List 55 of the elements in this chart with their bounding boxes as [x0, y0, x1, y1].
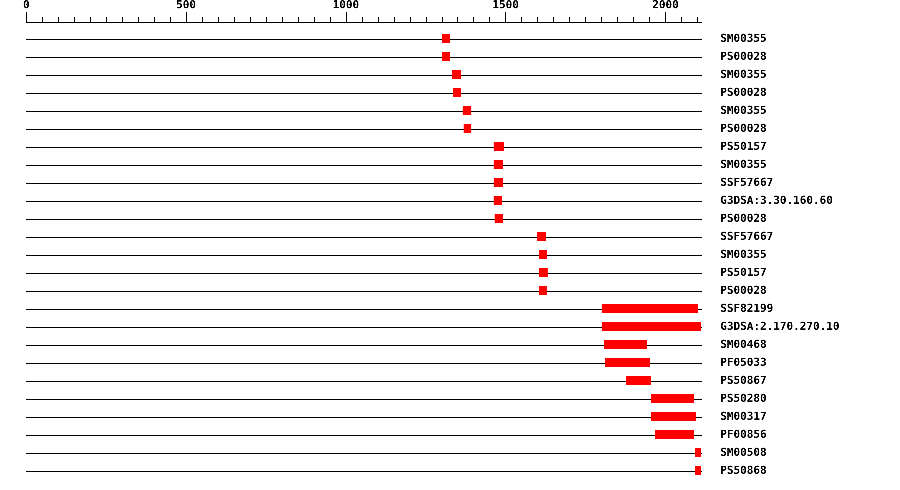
y-tick-label: G3DSA:2.170.270.10 — [720, 320, 840, 333]
bar — [494, 196, 502, 206]
bar — [651, 412, 696, 422]
y-tick-label: SM00355 — [720, 158, 767, 171]
bar — [494, 160, 504, 170]
bar — [605, 358, 650, 368]
y-tick-label: PS00028 — [720, 86, 767, 99]
bar — [538, 268, 548, 278]
y-tick-label: PS00028 — [720, 50, 767, 63]
y-tick-label: SM00355 — [720, 32, 767, 45]
bar — [695, 466, 702, 476]
y-tick-label: PS50280 — [720, 392, 767, 405]
y-tick-label: SM00355 — [720, 104, 767, 117]
x-tick-label: 0 — [23, 0, 30, 12]
x-tick-label: 1000 — [332, 0, 360, 12]
x-tick-label: 500 — [176, 0, 196, 12]
bar — [602, 322, 702, 332]
x-tick-label: 1500 — [492, 0, 520, 12]
bar — [538, 250, 547, 260]
bar — [626, 376, 652, 386]
bar — [695, 448, 702, 458]
y-tick-label: PS50157 — [720, 266, 767, 279]
y-tick-label: SM00508 — [720, 446, 767, 459]
y-tick-label: SM00317 — [720, 410, 767, 423]
y-tick-label: G3DSA:3.30.160.60 — [720, 194, 834, 207]
y-tick-label: PS50867 — [720, 374, 767, 387]
bar — [462, 106, 472, 116]
y-tick-label: SSF82199 — [720, 302, 774, 315]
bar — [602, 304, 698, 314]
bar — [538, 286, 547, 296]
y-tick-label: PS00028 — [720, 284, 767, 297]
y-tick-label: PF05033 — [720, 356, 767, 369]
bar — [604, 340, 648, 350]
y-tick-label: PS50868 — [720, 464, 767, 477]
x-tick-label: 2000 — [652, 0, 679, 12]
bar — [494, 214, 504, 224]
bar — [494, 142, 504, 152]
y-tick-label: SM00355 — [720, 68, 767, 81]
bar — [651, 394, 694, 404]
y-tick-label: SSF57667 — [720, 176, 774, 189]
y-tick-label: PS00028 — [720, 212, 767, 225]
bar — [442, 52, 450, 62]
y-tick-label: PF00856 — [720, 428, 768, 441]
y-tick-label: PS00028 — [720, 122, 767, 135]
bar — [464, 124, 472, 134]
bar — [452, 70, 462, 80]
y-tick-label: PS50157 — [720, 140, 767, 153]
y-tick-label: SSF57667 — [720, 230, 774, 243]
bar — [442, 34, 450, 44]
bar — [453, 88, 462, 98]
bar — [537, 232, 546, 242]
y-tick-label: SM00355 — [720, 248, 767, 261]
bar — [494, 178, 504, 188]
bar — [655, 430, 694, 440]
y-tick-label: SM00468 — [720, 338, 767, 351]
